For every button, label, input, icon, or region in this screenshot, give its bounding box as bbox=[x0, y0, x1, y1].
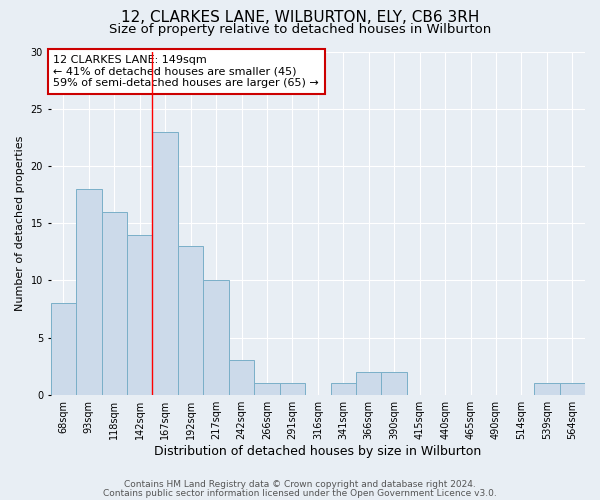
Bar bbox=[382, 372, 407, 394]
Bar bbox=[534, 384, 560, 394]
Bar bbox=[560, 384, 585, 394]
Bar bbox=[127, 234, 152, 394]
Text: Contains public sector information licensed under the Open Government Licence v3: Contains public sector information licen… bbox=[103, 489, 497, 498]
Bar bbox=[254, 384, 280, 394]
Bar bbox=[356, 372, 382, 394]
X-axis label: Distribution of detached houses by size in Wilburton: Distribution of detached houses by size … bbox=[154, 444, 481, 458]
Text: Contains HM Land Registry data © Crown copyright and database right 2024.: Contains HM Land Registry data © Crown c… bbox=[124, 480, 476, 489]
Bar bbox=[50, 303, 76, 394]
Text: 12, CLARKES LANE, WILBURTON, ELY, CB6 3RH: 12, CLARKES LANE, WILBURTON, ELY, CB6 3R… bbox=[121, 10, 479, 25]
Bar bbox=[280, 384, 305, 394]
Bar bbox=[178, 246, 203, 394]
Bar bbox=[76, 189, 101, 394]
Bar bbox=[203, 280, 229, 394]
Text: Size of property relative to detached houses in Wilburton: Size of property relative to detached ho… bbox=[109, 22, 491, 36]
Y-axis label: Number of detached properties: Number of detached properties bbox=[15, 136, 25, 311]
Text: 12 CLARKES LANE: 149sqm
← 41% of detached houses are smaller (45)
59% of semi-de: 12 CLARKES LANE: 149sqm ← 41% of detache… bbox=[53, 55, 319, 88]
Bar bbox=[152, 132, 178, 394]
Bar bbox=[331, 384, 356, 394]
Bar bbox=[101, 212, 127, 394]
Bar bbox=[229, 360, 254, 394]
